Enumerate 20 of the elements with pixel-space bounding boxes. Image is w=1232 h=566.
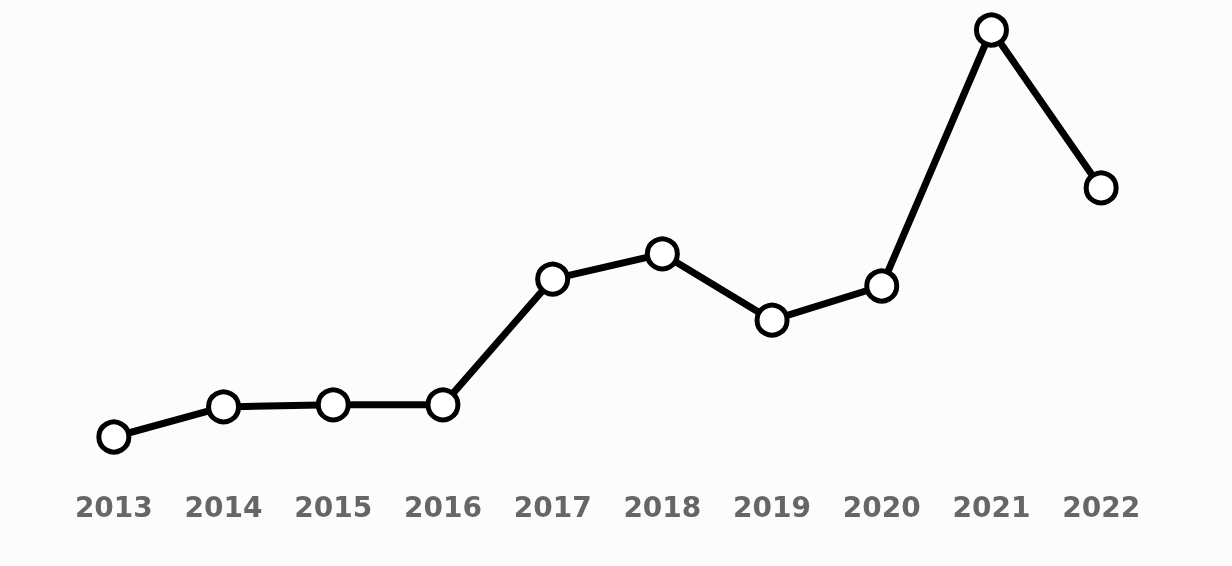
x-tick-label: 2021 — [952, 490, 1031, 524]
point — [644, 236, 680, 272]
point — [96, 419, 132, 455]
point — [754, 302, 790, 338]
x-tick-label: 2018 — [623, 490, 702, 524]
x-tick-label: 2015 — [294, 490, 373, 524]
x-tick-label: 2014 — [184, 490, 263, 524]
point — [206, 389, 242, 425]
x-tick-label: 2017 — [513, 490, 592, 524]
point — [973, 12, 1009, 48]
x-tick-label: 2016 — [403, 490, 482, 524]
point — [425, 387, 461, 423]
x-tick-label: 2013 — [74, 490, 153, 524]
point — [535, 261, 571, 297]
x-tick-label: 2019 — [733, 490, 812, 524]
x-tick-label: 2022 — [1062, 490, 1141, 524]
x-tick-label: 2020 — [842, 490, 921, 524]
point — [315, 387, 351, 423]
point — [864, 268, 900, 304]
point — [1083, 170, 1119, 206]
